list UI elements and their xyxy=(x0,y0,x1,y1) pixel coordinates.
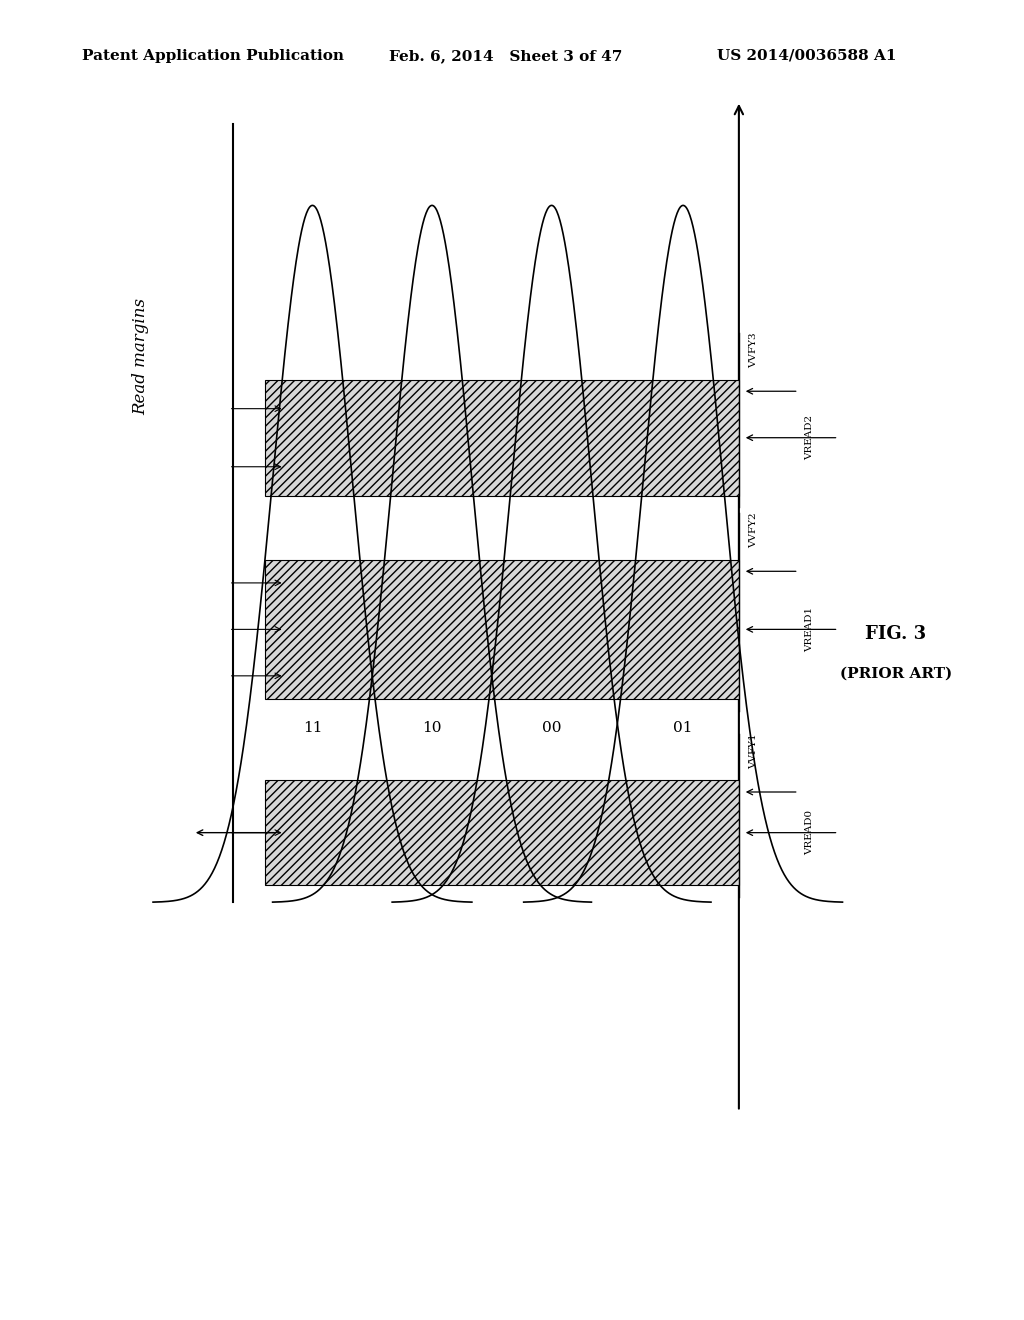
Bar xyxy=(264,780,739,884)
Text: VVFY2: VVFY2 xyxy=(749,512,758,548)
Text: VVFY3: VVFY3 xyxy=(749,333,758,368)
Text: 10: 10 xyxy=(422,721,441,735)
Text: Patent Application Publication: Patent Application Publication xyxy=(82,49,344,63)
Text: FIG. 3: FIG. 3 xyxy=(865,624,927,643)
Text: US 2014/0036588 A1: US 2014/0036588 A1 xyxy=(717,49,896,63)
Text: Read margins: Read margins xyxy=(132,298,150,414)
Text: VREAD0: VREAD0 xyxy=(805,810,814,855)
Text: VREAD1: VREAD1 xyxy=(805,607,814,652)
Text: 01: 01 xyxy=(674,721,693,735)
Text: (PRIOR ART): (PRIOR ART) xyxy=(840,667,952,680)
Text: 00: 00 xyxy=(542,721,561,735)
Bar xyxy=(264,560,739,700)
Bar xyxy=(264,380,739,496)
Text: VVFY1: VVFY1 xyxy=(749,733,758,768)
Text: Feb. 6, 2014   Sheet 3 of 47: Feb. 6, 2014 Sheet 3 of 47 xyxy=(389,49,623,63)
Text: 11: 11 xyxy=(303,721,323,735)
Text: VREAD2: VREAD2 xyxy=(805,416,814,461)
